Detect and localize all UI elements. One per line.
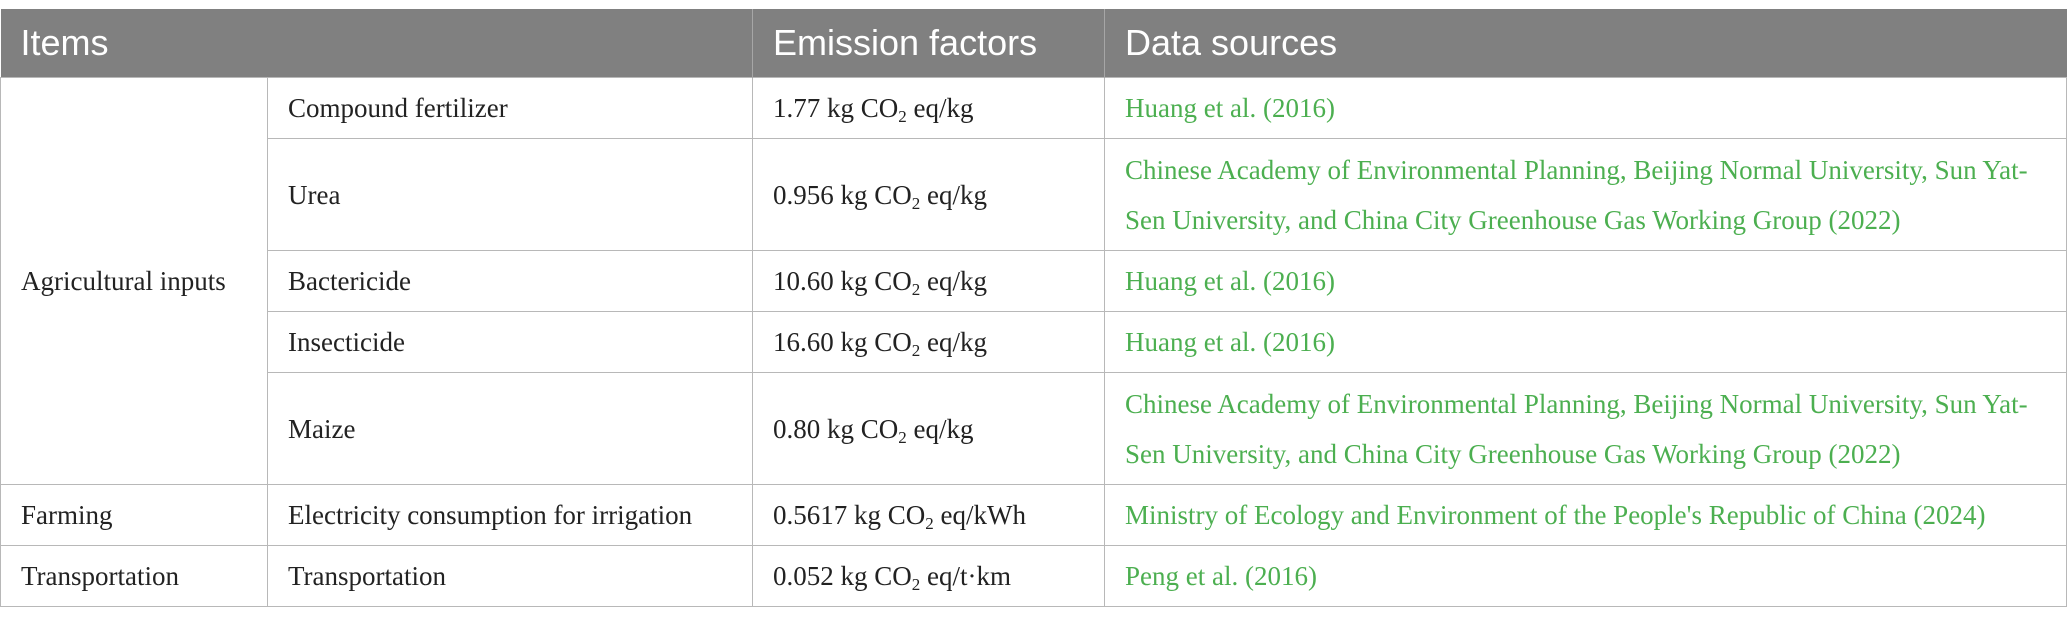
emission-factor-cell: 0.956 kg CO2 eq/kg [752,138,1106,251]
emission-factor-cell: 0.5617 kg CO2 eq/kWh [752,484,1106,546]
group-agricultural-inputs: Agricultural inputs [0,77,268,485]
unit-suffix: eq/kg [927,266,988,296]
unit-suffix: eq/kWh [940,500,1027,530]
item-cell: Compound fertilizer [266,77,754,139]
unit-suffix: eq/kg [927,327,988,357]
source-link[interactable]: Chinese Academy of Environmental Plannin… [1104,372,2067,485]
emission-factor-cell: 0.80 kg CO2 eq/kg [752,372,1106,485]
emission-factors-table-container: Items Emission factors Data sources Agri… [0,9,2067,607]
item-cell: Bactericide [266,250,754,312]
item-cell: Electricity consumption for irrigation [266,484,754,546]
co2-label: CO [860,93,899,123]
item-cell: Insecticide [266,311,754,373]
group-farming: Farming [0,484,268,546]
factor-value: 10.60 kg [773,266,868,296]
header-row: Items Emission factors Data sources [0,9,2067,78]
factor-value: 0.80 kg [773,413,855,444]
emission-factor-cell: 1.77 kg CO2 eq/kg [752,77,1106,139]
co2-label: CO [874,266,912,296]
unit-suffix: eq/kg [927,179,988,210]
factor-value: 0.5617 kg [773,500,882,530]
header-data-sources: Data sources [1104,9,2067,78]
source-link[interactable]: Peng et al. (2016) [1104,545,2067,607]
source-link[interactable]: Chinese Academy of Environmental Plannin… [1104,138,2067,251]
table-body: Agricultural inputs Compound fertilizer … [0,77,2067,607]
co2-subscript: 2 [898,107,907,126]
source-link[interactable]: Ministry of Ecology and Environment of t… [1104,484,2067,546]
co2-subscript: 2 [925,514,934,533]
table-header: Items Emission factors Data sources [0,9,2067,78]
source-link[interactable]: Huang et al. (2016) [1104,311,2067,373]
emission-factor-cell: 0.052 kg CO2 eq/t·km [752,545,1106,607]
co2-label: CO [860,413,899,444]
source-link[interactable]: Huang et al. (2016) [1104,77,2067,139]
factor-value: 0.956 kg [773,179,868,210]
emission-factor-cell: 10.60 kg CO2 eq/kg [752,250,1106,312]
co2-label: CO [874,179,912,210]
table-row: Bactericide 10.60 kg CO2 eq/kg Huang et … [1,250,2067,312]
emission-factor-cell: 16.60 kg CO2 eq/kg [752,311,1106,373]
factor-value: 1.77 kg [773,93,855,123]
co2-subscript: 2 [911,575,921,594]
co2-subscript: 2 [911,280,921,299]
item-cell: Maize [266,372,754,485]
co2-subscript: 2 [911,341,921,360]
co2-label: CO [874,327,912,357]
co2-subscript: 2 [898,427,907,447]
factor-value: 0.052 kg [773,561,868,591]
table-row: Urea 0.956 kg CO2 eq/kg Chinese Academy … [1,138,2067,251]
item-cell: Transportation [266,545,754,607]
header-emission-factors: Emission factors [752,9,1106,78]
item-cell: Urea [266,138,754,251]
group-transportation: Transportation [0,545,268,607]
table-row: Insecticide 16.60 kg CO2 eq/kg Huang et … [1,311,2067,373]
table-row: Farming Electricity consumption for irri… [0,484,2067,546]
co2-subscript: 2 [911,193,921,213]
factor-value: 16.60 kg [773,327,868,357]
unit-suffix: eq/kg [913,413,974,444]
source-link[interactable]: Huang et al. (2016) [1104,250,2067,312]
header-items: Items [0,9,754,78]
unit-suffix: eq/kg [913,93,974,123]
table-row: Agricultural inputs Compound fertilizer … [0,77,2067,485]
table-row: Transportation Transportation 0.052 kg C… [0,545,2067,607]
unit-suffix: eq/t·km [927,561,1012,591]
co2-label: CO [887,500,926,530]
emission-factors-table: Items Emission factors Data sources Agri… [0,9,2067,607]
table-row: Maize 0.80 kg CO2 eq/kg Chinese Academy … [1,372,2067,485]
co2-label: CO [874,561,912,591]
